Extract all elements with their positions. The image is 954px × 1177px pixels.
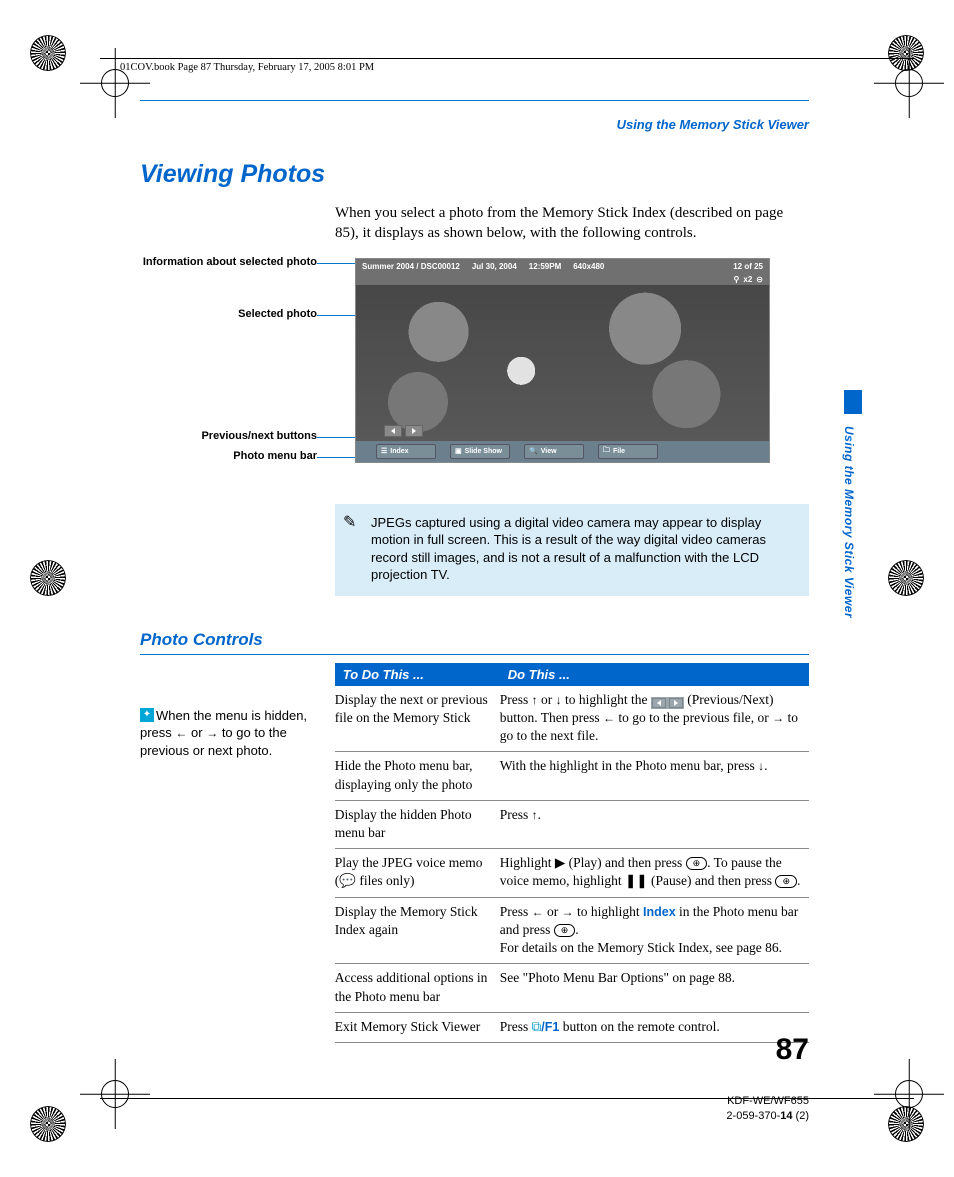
arrow-down-icon: ↓ <box>758 759 764 773</box>
menu-file-label: File <box>613 448 625 455</box>
memorystick-icon: ⧉ <box>532 1019 542 1034</box>
arrow-left-icon: ← <box>532 905 544 919</box>
arrow-right-icon: → <box>772 711 784 725</box>
next-button[interactable] <box>405 425 423 437</box>
arrow-right-icon: → <box>562 905 574 919</box>
cell-right: Press ← or → to highlight Index in the P… <box>500 897 809 964</box>
header-crop-text: 01COV.book Page 87 Thursday, February 17… <box>120 62 374 73</box>
cropmark-bottom-left <box>30 1106 66 1142</box>
cell-left: Access additional options in the Photo m… <box>335 964 500 1012</box>
viewer-time: 12:59PM <box>529 262 561 271</box>
footer-text: KDF-WE/WF655 2-059-370-14 (2) <box>726 1094 809 1123</box>
viewer-album: Summer 2004 / DSC00012 <box>362 262 460 271</box>
table-row: Display the Memory Stick Index again Pre… <box>335 897 809 964</box>
top-rule <box>140 100 809 101</box>
viewer-count: 12 of 25 <box>733 262 763 271</box>
table-head-dothis: Do This ... <box>500 663 809 686</box>
cell-left: Play the JPEG voice memo (💬 files only) <box>335 849 500 897</box>
photo-viewer: Summer 2004 / DSC00012 Jul 30, 2004 12:5… <box>355 258 770 463</box>
enter-button-icon: ⊕ <box>775 875 797 888</box>
triangle-left-icon <box>391 428 395 434</box>
arrow-left-icon: ← <box>603 711 615 725</box>
menu-file-button[interactable]: 🗀 File <box>598 444 658 459</box>
cell-right: Highlight ▶ (Play) and then press ⊕. To … <box>500 849 809 897</box>
sidetab-text: Using the Memory Stick Viewer <box>842 426 856 618</box>
triangle-right-icon <box>412 428 416 434</box>
cell-right: With the highlight in the Photo menu bar… <box>500 752 809 800</box>
index-keyword: Index <box>643 905 676 919</box>
cell-right: Press ⧉/F1 button on the remote control. <box>500 1012 809 1042</box>
cropmark-mid-right <box>888 560 924 596</box>
viewer-date: Jul 30, 2004 <box>472 262 517 271</box>
viewer-infobar: Summer 2004 / DSC00012 Jul 30, 2004 12:5… <box>356 259 769 274</box>
slideshow-icon: ▣ <box>455 447 462 455</box>
note-text: JPEGs captured using a digital video cam… <box>371 515 766 583</box>
cell-left: Hide the Photo menu bar, displaying only… <box>335 752 500 800</box>
f1-keyword: /F1 <box>541 1020 559 1034</box>
note-icon: ✎ <box>343 512 356 534</box>
table-row: Exit Memory Stick Viewer Press ⧉/F1 butt… <box>335 1012 809 1042</box>
section-photo-controls-title: Photo Controls <box>140 630 809 650</box>
table-row: Hide the Photo menu bar, displaying only… <box>335 752 809 800</box>
folder-icon: 🗀 <box>603 446 610 457</box>
cell-right: Press ↑ or ↓ to highlight the (Previous/… <box>500 686 809 752</box>
crosshair-bottom-left <box>80 1059 150 1129</box>
table-row: Display the next or previous file on the… <box>335 686 809 752</box>
table-row: Play the JPEG voice memo (💬 files only) … <box>335 849 809 897</box>
note-box: ✎ JPEGs captured using a digital video c… <box>335 504 809 596</box>
callout-menubar: Photo menu bar <box>233 450 317 463</box>
callout-selected-photo: Selected photo <box>238 308 317 321</box>
speech-icon: 💬 <box>339 873 356 888</box>
viewer-prev-next[interactable] <box>384 425 423 437</box>
menu-view-label: View <box>541 448 557 455</box>
prev-button[interactable] <box>384 425 402 437</box>
enter-button-icon: ⊕ <box>686 857 708 870</box>
sidetab-bar <box>844 390 862 414</box>
protect-icon: ⊝ <box>756 275 763 284</box>
cell-left: Exit Memory Stick Viewer <box>335 1012 500 1042</box>
table-row: Access additional options in the Photo m… <box>335 964 809 1012</box>
menu-index-label: Index <box>390 448 408 455</box>
section-rule <box>140 654 809 655</box>
cell-right: Press ↑. <box>500 800 809 848</box>
cell-left: Display the hidden Photo menu bar <box>335 800 500 848</box>
enter-button-icon: ⊕ <box>554 924 576 937</box>
cell-left: Display the Memory Stick Index again <box>335 897 500 964</box>
intro-paragraph: When you select a photo from the Memory … <box>335 203 809 244</box>
list-icon: ☰ <box>381 447 387 455</box>
table-row: Display the hidden Photo menu bar Press … <box>335 800 809 848</box>
arrow-up-icon: ↑ <box>532 808 538 822</box>
photo-controls-table: To Do This ... Do This ... Display the n… <box>335 663 809 1043</box>
menu-index-button[interactable]: ☰ Index <box>376 444 436 459</box>
menu-slideshow-label: Slide Show <box>465 448 502 455</box>
tip-box: ✦When the menu is hidden, press ← or → t… <box>140 707 317 760</box>
inline-prev-next-icon <box>651 697 684 709</box>
magnifier-icon: 🔍 <box>529 447 538 455</box>
page-title: Viewing Photos <box>140 160 809 189</box>
header-rule <box>100 58 914 59</box>
running-head: Using the Memory Stick Viewer <box>140 117 809 132</box>
callout-prev-next: Previous/next buttons <box>201 430 317 443</box>
arrow-right-icon: → <box>206 726 218 740</box>
cell-left: Display the next or previous file on the… <box>335 686 500 752</box>
viewer-infobar-2: ⚲ x2 ⊝ <box>356 274 769 285</box>
tip-icon: ✦ <box>140 708 154 722</box>
page-number: 87 <box>776 1033 809 1067</box>
play-icon: ▶ <box>555 855 565 870</box>
crosshair-bottom-right <box>874 1059 944 1129</box>
table-head-todo: To Do This ... <box>335 663 500 686</box>
viewer-zoom: x2 <box>743 275 752 284</box>
callout-info: Information about selected photo <box>143 256 317 269</box>
menu-view-button[interactable]: 🔍 View <box>524 444 584 459</box>
viewer-resolution: 640x480 <box>573 262 604 271</box>
viewer-photo <box>356 285 769 441</box>
menu-slideshow-button[interactable]: ▣ Slide Show <box>450 444 510 459</box>
cropmark-mid-left <box>30 560 66 596</box>
viewer-menubar[interactable]: ☰ Index ▣ Slide Show 🔍 View 🗀 File <box>356 441 769 462</box>
arrow-left-icon: ← <box>175 726 187 740</box>
zoom-icon: ⚲ <box>734 275 740 284</box>
cropmark-top-left <box>30 35 66 71</box>
pause-icon: ❚❚ <box>625 873 648 888</box>
cell-right: See "Photo Menu Bar Options" on page 88. <box>500 964 809 1012</box>
